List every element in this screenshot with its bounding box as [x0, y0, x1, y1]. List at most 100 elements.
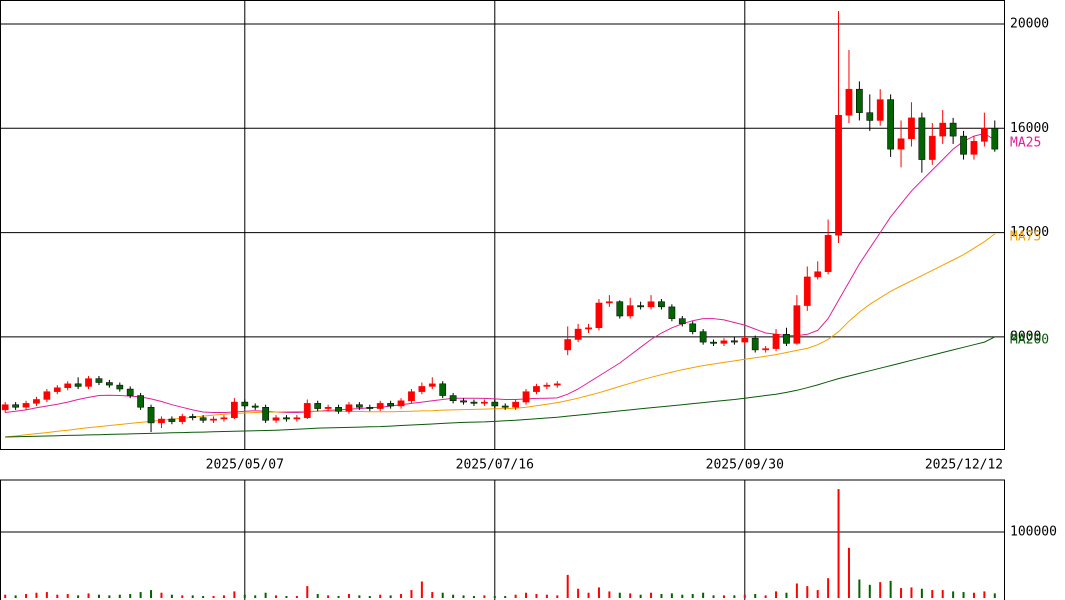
- candle-body: [981, 128, 988, 142]
- candle-body: [741, 337, 749, 343]
- volume-bar: [910, 587, 913, 598]
- volume-bar: [983, 591, 986, 598]
- volume-bar: [722, 595, 725, 598]
- candle-body: [272, 417, 280, 421]
- volume-bar: [97, 594, 100, 598]
- volume-bar: [35, 592, 38, 598]
- volume-bar: [254, 595, 257, 598]
- volume-bar: [597, 587, 600, 598]
- candle-body: [85, 378, 92, 387]
- candle-body: [876, 99, 884, 121]
- volume-bar: [587, 592, 590, 598]
- candle-body: [783, 334, 790, 344]
- candle-body: [970, 141, 978, 155]
- volume-bar: [66, 594, 69, 598]
- volume-bar: [77, 595, 80, 598]
- volume-bar: [535, 594, 538, 598]
- candle-body: [762, 348, 769, 351]
- candle-body: [658, 301, 665, 308]
- y-tick-label: 20000: [1010, 16, 1049, 31]
- x-tick-label: 2025/09/30: [706, 458, 784, 473]
- candle-body: [418, 386, 426, 392]
- candle-body: [168, 418, 176, 422]
- volume-bar: [993, 593, 996, 598]
- volume-bar: [441, 592, 444, 598]
- candle-body: [210, 418, 217, 421]
- candle-body: [460, 400, 467, 403]
- volume-bar: [847, 547, 850, 598]
- candle-body: [220, 417, 228, 420]
- y-tick-label: 16000: [1010, 121, 1049, 136]
- volume-bar: [712, 595, 715, 598]
- volume-bar: [931, 590, 934, 598]
- volume-bar: [858, 579, 861, 598]
- candle-body: [74, 383, 82, 387]
- volume-bar: [462, 595, 465, 598]
- y-tick-label: 12000: [1010, 225, 1049, 240]
- candle-body: [533, 386, 540, 392]
- volume-bar: [379, 594, 382, 598]
- volume-bar: [400, 594, 403, 598]
- x-tick-label: 2025/12/12: [925, 458, 1003, 473]
- candle-body: [449, 395, 457, 402]
- volume-bar: [483, 595, 486, 598]
- candle-body: [751, 337, 759, 351]
- volume-bar: [941, 590, 944, 598]
- candle-body: [116, 384, 124, 390]
- volume-bar: [233, 591, 236, 598]
- volume-bar: [389, 595, 392, 598]
- candle-body: [647, 301, 655, 308]
- volume-bar: [733, 595, 736, 598]
- volume-bar: [691, 594, 694, 598]
- candle-body: [178, 416, 186, 422]
- volume-bar: [56, 594, 59, 598]
- candle-body: [553, 383, 561, 386]
- candle-body: [199, 417, 207, 421]
- legend-label: MA75: [1010, 229, 1041, 244]
- candle-body: [845, 88, 853, 116]
- volume-bar: [514, 594, 517, 598]
- ma-line: [5, 336, 996, 438]
- candle-body: [626, 305, 634, 317]
- volume-bar: [420, 581, 423, 598]
- candle-body: [106, 382, 113, 386]
- volume-bar: [327, 595, 330, 598]
- volume-bar: [650, 592, 653, 598]
- candle-body: [710, 341, 717, 344]
- volume-bar: [639, 594, 642, 598]
- x-tick-label: 2025/05/07: [206, 458, 284, 473]
- volume-bar: [629, 593, 632, 598]
- candle-body: [835, 114, 842, 236]
- volume-bar: [14, 595, 17, 598]
- candle-body: [345, 404, 353, 412]
- candle-body: [64, 383, 72, 388]
- volume-bar: [139, 592, 142, 598]
- candle-body: [241, 401, 249, 407]
- candle-body: [158, 418, 165, 424]
- volume-bar: [556, 595, 559, 598]
- candle-body: [814, 271, 822, 278]
- volume-bar: [202, 596, 205, 598]
- candle-body: [908, 117, 915, 139]
- candle-body: [772, 334, 780, 349]
- candle-body: [960, 135, 967, 155]
- volume-bar: [785, 592, 788, 598]
- volume-bar: [775, 591, 778, 598]
- volume-bar: [525, 592, 528, 598]
- candle-body: [366, 407, 374, 409]
- price-panel: [0, 0, 1005, 450]
- candle-body: [689, 323, 697, 332]
- candle-body: [918, 117, 926, 160]
- candle-body: [147, 407, 155, 424]
- candle-body: [428, 383, 436, 387]
- candle-body: [897, 138, 905, 150]
- candle-body: [43, 391, 51, 400]
- volume-bar: [222, 595, 225, 598]
- candle-body: [356, 404, 363, 408]
- volume-bar: [181, 595, 184, 598]
- y-tick-label: 8000: [1010, 329, 1041, 344]
- candle-body: [991, 128, 999, 150]
- volume-bar: [150, 590, 153, 598]
- volume-bar: [108, 595, 111, 598]
- volume-bar: [806, 586, 809, 598]
